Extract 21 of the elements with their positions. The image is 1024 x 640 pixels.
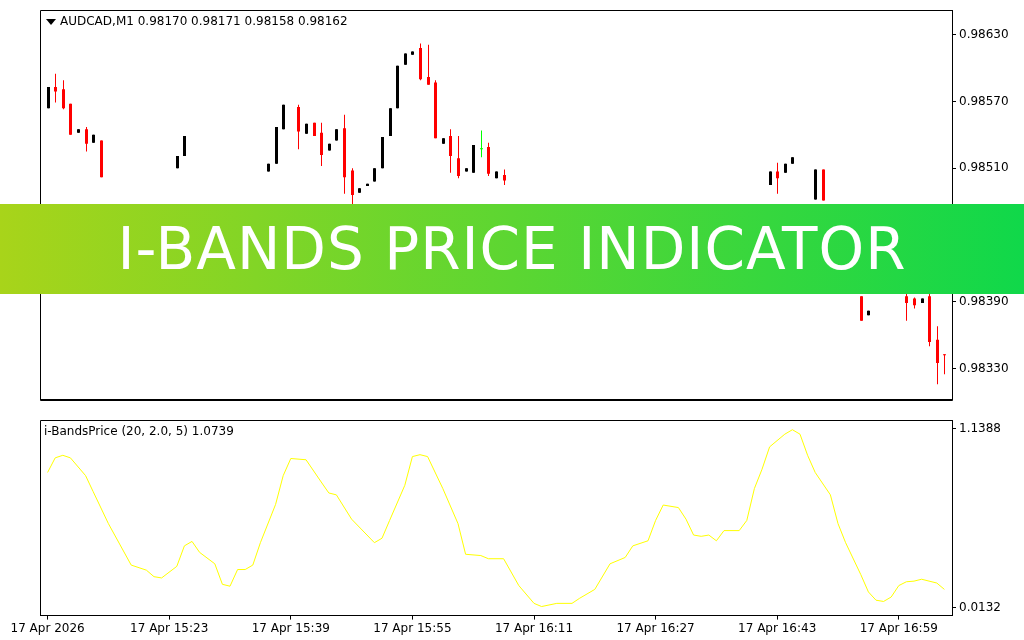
y-tick-label: 1.1388 [959,421,1001,436]
chart-title: i-BandsPrice (20, 2.0, 5) 1.0739 [44,424,234,438]
y-tick-label: 0.0132 [959,599,1001,614]
annotation: I-BANDS PRICE INDICATOR [117,215,907,283]
chart-title: AUDCAD,M1 0.98170 0.98171 0.98158 0.98162 [60,14,348,28]
y-tick-label: 0.98510 [959,160,1009,175]
y-tick-label: 0.98630 [959,26,1009,41]
x-tick-label: 17 Apr 15:55 [373,620,452,635]
y-tick-label: 0.98570 [959,93,1009,108]
candlestick [480,130,483,158]
y-tick-label: 0.98330 [959,360,1009,375]
x-tick-label: 17 Apr 16:43 [738,620,817,635]
x-tick-label: 17 Apr 16:27 [616,620,695,635]
title-banner: I-BANDS PRICE INDICATOR [0,204,1024,294]
x-tick-label: 17 Apr 15:23 [130,620,209,635]
x-tick-label: 17 Apr 2026 [10,620,85,635]
y-tick-label: 0.98390 [959,293,1009,308]
x-tick-label: 17 Apr 15:39 [251,620,330,635]
x-tick-label: 17 Apr 16:59 [859,620,938,635]
x-tick-label: 17 Apr 16:11 [494,620,574,635]
candlestick [943,354,946,375]
